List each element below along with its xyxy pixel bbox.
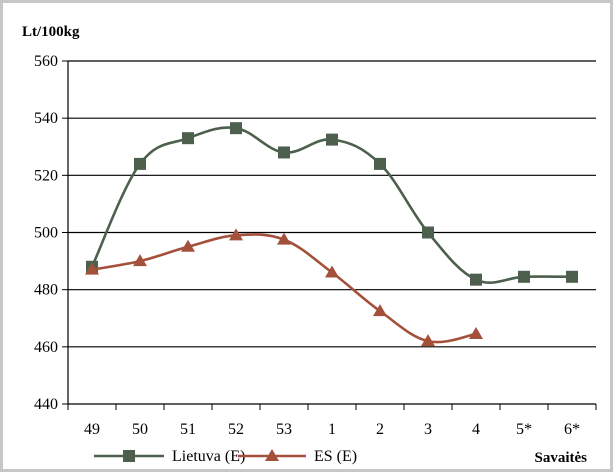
x-tick-label: 50 [132, 421, 148, 438]
y-tick-label: 540 [34, 110, 58, 127]
y-tick-label: 560 [34, 53, 58, 70]
x-axis-ticks: 49 50 51 52 53 1 2 3 4 5* 6* [84, 421, 580, 438]
y-axis-title: Lt/100kg [22, 24, 80, 40]
y-tick-label: 480 [34, 282, 58, 299]
data-point [518, 270, 530, 283]
data-point [133, 254, 147, 267]
data-point [182, 132, 194, 145]
legend-swatch-marker [123, 450, 135, 462]
legend-item: Lietuva (E) [94, 448, 245, 465]
data-point [469, 326, 483, 339]
x-tick-label: 6* [564, 421, 580, 438]
y-axis-ticks: 440 460 480 500 520 540 560 [34, 53, 58, 413]
x-tick-label: 5* [516, 421, 532, 438]
data-point [421, 334, 435, 347]
data-point [181, 239, 195, 252]
data-point [373, 304, 387, 317]
grid-lines [68, 60, 596, 348]
x-tick-label: 49 [84, 421, 100, 438]
data-point [278, 146, 290, 159]
y-tick-label: 460 [34, 339, 58, 356]
y-tick-label: 520 [34, 167, 58, 184]
data-point [85, 262, 99, 275]
series-line [91, 233, 477, 344]
legend-swatch-marker [265, 449, 279, 461]
data-point [566, 270, 578, 283]
data-point [374, 157, 386, 170]
legend: Lietuva (E) ES (E) [94, 448, 357, 465]
legend-label: Lietuva (E) [172, 448, 245, 465]
data-point [325, 265, 339, 278]
series-group [85, 122, 578, 347]
x-tick-label: 3 [424, 421, 432, 438]
x-tick-label: 2 [376, 421, 384, 438]
x-tick-label: 4 [472, 421, 480, 438]
y-tick-label: 440 [34, 396, 58, 413]
series-lietuva [86, 122, 578, 286]
data-point [326, 133, 338, 146]
y-tick-label: 500 [34, 225, 58, 242]
x-tick-label: 51 [180, 421, 196, 438]
x-axis-title: Savaitės [535, 450, 588, 466]
axes [62, 60, 597, 410]
series-line [90, 126, 573, 284]
data-point [422, 226, 434, 239]
x-tick-label: 53 [276, 421, 292, 438]
legend-item: ES (E) [238, 448, 357, 465]
data-point [277, 232, 291, 245]
data-point [229, 228, 243, 241]
series-es [85, 228, 483, 347]
data-point [470, 273, 482, 286]
data-point [134, 157, 146, 170]
x-tick-label: 52 [228, 421, 244, 438]
legend-label: ES (E) [314, 448, 357, 465]
x-tick-label: 1 [328, 421, 336, 438]
data-point [230, 122, 242, 135]
